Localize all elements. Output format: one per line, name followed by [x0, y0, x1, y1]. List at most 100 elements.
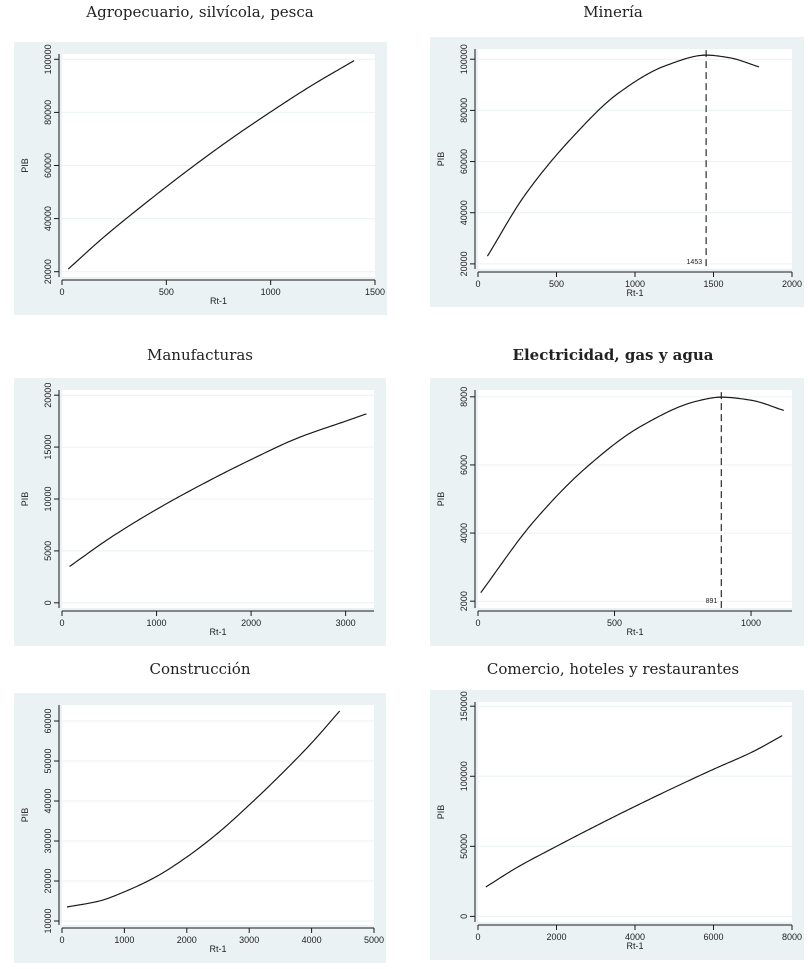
series-line — [480, 396, 784, 594]
data-point — [203, 483, 204, 484]
series-line — [69, 413, 367, 567]
data-point — [783, 410, 784, 411]
chart-construccion: 0 1000 2000 3000 4000 5000 10000 20000 30000 4000… — [14, 693, 386, 963]
y-tick-label: 15000 — [43, 435, 53, 460]
data-point — [713, 769, 714, 770]
data-point — [572, 137, 573, 138]
y-tick-label: 10000 — [43, 908, 53, 933]
x-axis-label: Rt-1 — [210, 296, 227, 306]
data-point — [587, 466, 588, 467]
data-point — [729, 57, 730, 58]
data-point — [109, 538, 110, 539]
chart-title-manufacturas: Manufacturas — [146, 346, 254, 364]
series-line — [66, 710, 341, 908]
y-tick-label: 150000 — [459, 691, 469, 721]
y-tick-label: 8000 — [459, 387, 469, 407]
data-point — [228, 140, 229, 141]
x-tick-label: 3000 — [239, 935, 259, 945]
data-point — [345, 421, 346, 422]
x-tick-label: 2000 — [241, 618, 261, 628]
data-point — [155, 876, 156, 877]
data-point — [298, 437, 299, 438]
data-point — [750, 400, 751, 401]
chart-mineria: 0 500 1000 1500 2000 20000 40000 60000 80000 1000… — [430, 37, 804, 307]
y-tick-label: 2000 — [459, 591, 469, 611]
y-tick-label: 80000 — [43, 100, 53, 125]
x-tick-label: 5000 — [364, 935, 384, 945]
x-axis-label: Rt-1 — [626, 941, 643, 951]
x-tick-label: 0 — [59, 287, 64, 297]
y-tick-label: 50000 — [459, 834, 469, 859]
x-axis-label: Rt-1 — [209, 944, 226, 954]
data-point — [480, 592, 481, 593]
x-tick-label: 1000 — [147, 618, 167, 628]
x-tick-label: 1000 — [741, 618, 761, 628]
x-tick-label: 2000 — [177, 935, 197, 945]
data-point — [312, 84, 313, 85]
x-tick-label: 500 — [159, 287, 174, 297]
chart-agro: 0 500 1000 1500 20000 40000 60000 80000 100000 Rt… — [14, 42, 387, 315]
plot-area — [62, 705, 374, 925]
y-tick-label: 30000 — [43, 828, 53, 853]
y-tick-label: 20000 — [43, 259, 53, 284]
chart-title-agro: Agropecuario, silvícola, pesca — [86, 3, 314, 21]
plot-area — [478, 49, 792, 269]
y-tick-label: 80000 — [459, 98, 469, 123]
x-tick-label: 4000 — [625, 932, 645, 942]
y-axis-label: PIB — [20, 158, 30, 173]
vertex-label: 891 — [706, 598, 718, 605]
y-tick-label: 40000 — [43, 206, 53, 231]
plot-area — [478, 390, 792, 608]
series-line — [67, 60, 355, 270]
vertex-label: 1453 — [687, 259, 703, 266]
data-point — [270, 111, 271, 112]
data-point — [311, 742, 312, 743]
data-point — [782, 735, 783, 736]
y-axis-label: PIB — [20, 492, 30, 507]
data-point — [249, 804, 250, 805]
data-point — [99, 900, 100, 901]
y-tick-label: 100000 — [43, 44, 53, 74]
x-tick-label: 4000 — [302, 935, 322, 945]
x-tick-label: 8000 — [782, 932, 802, 942]
data-point — [532, 522, 533, 523]
y-tick-label: 0 — [459, 914, 469, 919]
chart-title-electricidad: Electricidad, gas y agua — [512, 346, 714, 364]
data-point — [674, 787, 675, 788]
x-tick-label: 2000 — [546, 932, 566, 942]
data-point — [525, 194, 526, 195]
data-point — [280, 774, 281, 775]
x-axis-label: Rt-1 — [626, 627, 643, 637]
y-tick-label: 50000 — [43, 748, 53, 773]
series-line — [485, 735, 783, 888]
x-tick-label: 6000 — [703, 932, 723, 942]
x-tick-label: 500 — [607, 618, 622, 628]
y-tick-label: 40000 — [43, 788, 53, 813]
data-point — [68, 268, 69, 269]
y-tick-label: 4000 — [459, 523, 469, 543]
x-tick-label: 500 — [549, 279, 564, 289]
chart-manufacturas: 0 1000 2000 3000 0 5000 10000 15000 20000 Rt-1 PIB — [14, 378, 386, 646]
chart-title-mineria: Minería — [583, 3, 643, 21]
data-point — [366, 413, 367, 414]
data-point — [696, 401, 697, 402]
data-point — [156, 509, 157, 510]
data-point — [69, 566, 70, 567]
data-point — [666, 65, 667, 66]
y-tick-label: 5000 — [43, 541, 53, 561]
y-tick-label: 20000 — [43, 383, 53, 408]
y-tick-label: 60000 — [43, 708, 53, 733]
y-axis-label: PIB — [436, 805, 446, 820]
y-axis-label: PIB — [436, 492, 446, 507]
data-point — [66, 906, 67, 907]
data-point — [641, 425, 642, 426]
x-axis-label: Rt-1 — [626, 288, 643, 298]
x-tick-label: 1500 — [365, 287, 385, 297]
x-tick-label: 1500 — [703, 279, 723, 289]
chart-title-construccion: Construcción — [149, 660, 251, 678]
y-tick-label: 10000 — [43, 486, 53, 511]
x-tick-label: 1000 — [261, 287, 281, 297]
data-point — [354, 60, 355, 61]
data-point — [485, 886, 486, 887]
y-axis-label: PIB — [436, 152, 446, 167]
